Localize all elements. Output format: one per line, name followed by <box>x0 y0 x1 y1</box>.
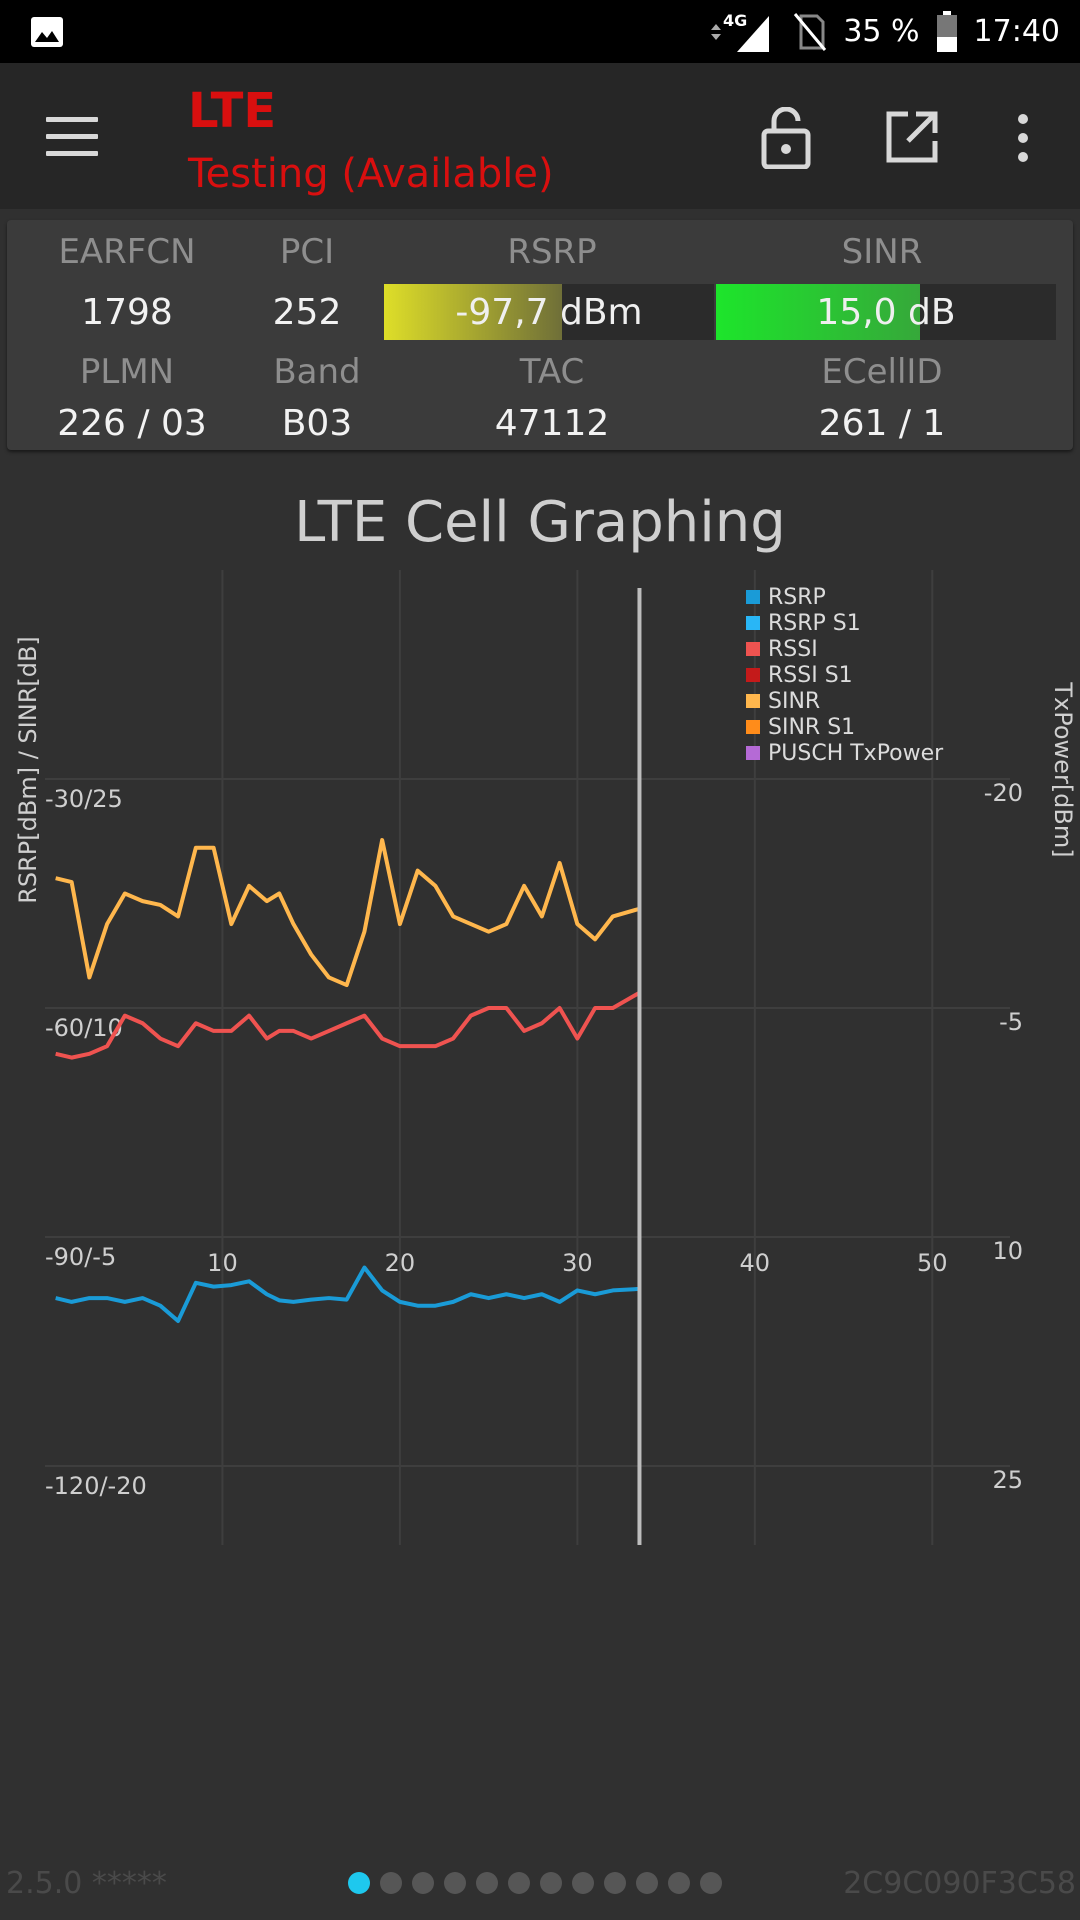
no-sim-icon <box>793 12 827 52</box>
cell-info-card: EARFCN 1798 PCI 252 RSRP -97,7 dBm SINR … <box>7 220 1073 450</box>
legend-entry: RSRP <box>768 585 826 610</box>
battery-icon <box>936 10 958 53</box>
tac-value: 47112 <box>494 403 610 444</box>
page-dot[interactable] <box>348 1872 370 1894</box>
sinr-label: SINR <box>841 232 923 272</box>
legend-entry: SINR <box>768 689 820 714</box>
hamburger-icon <box>46 117 98 122</box>
page-dot[interactable] <box>572 1872 594 1894</box>
sinr-meter: 15,0 dB <box>716 284 1056 340</box>
sinr-value: 15,0 dB <box>816 292 956 333</box>
page-dot[interactable] <box>540 1872 562 1894</box>
lte-cell-graph[interactable]: -30/25 -60/10 -90/-5 -120/-20 -20 -5 10 25 10 20 3… <box>0 570 1080 1570</box>
open-external-button[interactable] <box>884 109 940 165</box>
plmn-label: PLMN <box>79 352 175 392</box>
series-line-sinr <box>55 838 641 988</box>
x-tick-label: 50 <box>917 1249 948 1277</box>
status-bar: 4G 35 % 17:40 <box>0 0 1080 63</box>
battery-percent: 35 % <box>843 14 920 49</box>
ecellid-value: 261 / 1 <box>818 403 946 444</box>
right-tick-label: 25 <box>992 1466 1023 1494</box>
lock-open-icon <box>761 106 811 170</box>
pci-value: 252 <box>272 292 342 333</box>
page-dot[interactable] <box>636 1872 658 1894</box>
legend-swatch <box>746 694 760 708</box>
legend-swatch <box>746 720 760 734</box>
legend-entry: RSRP S1 <box>768 611 861 636</box>
page-dot[interactable] <box>508 1872 530 1894</box>
x-tick-label: 40 <box>740 1249 771 1277</box>
earfcn-value: 1798 <box>81 292 173 333</box>
x-tick-label: 30 <box>562 1249 593 1277</box>
y-axis-left-label: RSRP[dBm] / SINR[dB] <box>14 636 42 904</box>
rsrp-meter: -97,7 dBm <box>384 284 714 340</box>
rsrp-meter-fill <box>384 284 563 340</box>
more-options-button[interactable] <box>1008 113 1038 163</box>
chart-title: LTE Cell Graphing <box>294 490 786 555</box>
left-tick-label: -30/25 <box>45 785 123 813</box>
page-dot[interactable] <box>668 1872 690 1894</box>
rsrp-value: -97,7 dBm <box>455 292 643 333</box>
legend-entry: SINR S1 <box>768 715 855 740</box>
open-in-new-icon <box>886 111 938 163</box>
page-dot[interactable] <box>476 1872 498 1894</box>
page-dot[interactable] <box>444 1872 466 1894</box>
y-axis-right-label: TxPower[dBm] <box>1049 681 1077 857</box>
ecellid-label: ECellID <box>821 352 943 392</box>
sinr-meter-fill <box>716 284 920 340</box>
page-subtitle: Testing (Available) <box>188 151 554 197</box>
legend-entry: RSSI <box>768 637 818 662</box>
x-tick-label: 10 <box>207 1249 238 1277</box>
legend-swatch <box>746 590 760 604</box>
hamburger-icon-line <box>46 151 98 156</box>
legend-entry: PUSCH TxPower <box>768 741 944 766</box>
app-toolbar: LTE Testing (Available) <box>0 63 1080 209</box>
plmn-value: 226 / 03 <box>57 403 207 444</box>
series-line-rssi <box>55 990 641 1060</box>
right-tick-label: -5 <box>999 1008 1023 1036</box>
lock-button[interactable] <box>760 106 812 170</box>
tac-label: TAC <box>519 352 585 392</box>
page-dot[interactable] <box>380 1872 402 1894</box>
legend-swatch <box>746 642 760 656</box>
left-tick-label: -90/-5 <box>45 1243 116 1271</box>
pci-label: PCI <box>279 232 335 272</box>
device-id-label: 2C9C090F3C58 <box>843 1866 1076 1901</box>
page-title: LTE <box>188 83 277 139</box>
legend-swatch <box>746 668 760 682</box>
page-dot[interactable] <box>412 1872 434 1894</box>
rsrp-label: RSRP <box>507 232 597 272</box>
network-type-label: 4G <box>723 11 747 30</box>
x-tick-label: 20 <box>385 1249 416 1277</box>
gallery-notification-icon <box>30 16 64 52</box>
hamburger-icon-line <box>46 134 98 139</box>
left-tick-label: -60/10 <box>45 1014 123 1042</box>
page-dot[interactable] <box>604 1872 626 1894</box>
right-tick-label: 10 <box>992 1237 1023 1265</box>
network-signal-icon: 4G <box>707 10 777 54</box>
version-label: 2.5.0 ***** <box>6 1866 167 1901</box>
menu-button[interactable] <box>46 117 98 157</box>
page-dot[interactable] <box>700 1872 722 1894</box>
earfcn-label: EARFCN <box>58 232 196 272</box>
band-label: Band <box>273 352 361 392</box>
legend-entry: RSSI S1 <box>768 663 853 688</box>
band-value: B03 <box>281 403 353 444</box>
page-indicator[interactable] <box>348 1872 722 1894</box>
series-line-rsrp <box>55 1265 640 1323</box>
legend-swatch <box>746 746 760 760</box>
clock: 17:40 <box>973 14 1060 49</box>
right-tick-label: -20 <box>984 779 1023 807</box>
legend-swatch <box>746 616 760 630</box>
left-tick-label: -120/-20 <box>45 1472 147 1500</box>
more-vert-icon <box>1018 114 1028 162</box>
